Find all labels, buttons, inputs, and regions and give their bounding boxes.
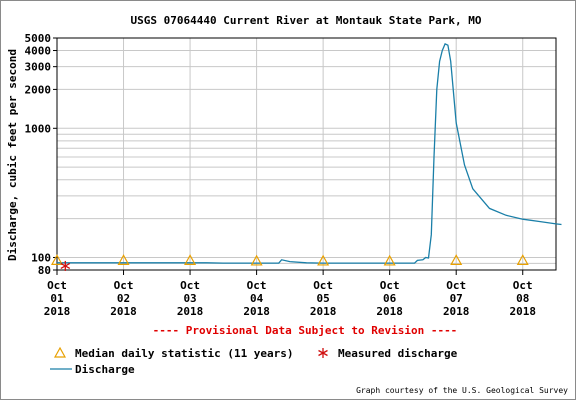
x-tick-label: Oct (313, 279, 333, 292)
x-tick-label: 05 (317, 292, 330, 305)
y-tick-label: 5000 (25, 32, 52, 45)
y-tick-label: 2000 (25, 83, 52, 96)
y-tick-label: 80 (38, 264, 51, 277)
measured-marker-stroke (60, 262, 71, 270)
credit-text: Graph courtesy of the U.S. Geological Su… (356, 386, 568, 395)
x-tick-label: 03 (183, 292, 196, 305)
y-tick-label: 100 (31, 251, 51, 264)
x-tick-label: 2018 (44, 305, 71, 318)
y-tick-label: 4000 (25, 45, 52, 58)
x-tick-label: Oct (47, 279, 67, 292)
legend-measured-marker (318, 348, 328, 358)
plot-area: 8010010002000300040005000Oct012018Oct022… (25, 32, 562, 318)
median-marker (516, 254, 529, 265)
median-marker (184, 254, 197, 265)
discharge-line (57, 43, 562, 264)
y-tick-label: 3000 (25, 61, 52, 74)
median-marker (117, 254, 130, 265)
median-marker (317, 254, 330, 266)
x-tick-label: 2018 (509, 305, 536, 318)
legend-label: Measured discharge (338, 347, 458, 360)
x-tick-label: 2018 (443, 305, 470, 318)
legend-label: Median daily statistic (11 years) (75, 347, 294, 360)
y-axis-label: Discharge, cubic feet per second (6, 49, 19, 261)
provisional-notice: ---- Provisional Data Subject to Revisio… (153, 324, 458, 337)
x-tick-label: 07 (450, 292, 463, 305)
x-tick-label: 08 (516, 292, 529, 305)
x-tick-label: 04 (250, 292, 264, 305)
x-tick-label: Oct (180, 279, 200, 292)
plot-border (56, 37, 557, 271)
chart-title: USGS 07064440 Current River at Montauk S… (131, 14, 482, 27)
legend-median-marker (53, 346, 67, 358)
x-tick-label: 01 (50, 292, 64, 305)
x-tick-label: Oct (114, 279, 134, 292)
y-tick-label: 1000 (25, 122, 52, 135)
measured-marker (60, 260, 71, 271)
x-tick-label: Oct (380, 279, 400, 292)
x-tick-label: 2018 (177, 305, 204, 318)
x-tick-label: Oct (446, 279, 466, 292)
legend-measured-stroke (318, 349, 328, 357)
x-tick-label: Oct (247, 279, 267, 292)
median-marker (250, 254, 263, 266)
legend: Median daily statistic (11 years) Measure… (50, 346, 458, 376)
median-marker (50, 254, 64, 265)
x-tick-label: 02 (117, 292, 130, 305)
x-tick-label: 06 (383, 292, 397, 305)
x-tick-label: 2018 (110, 305, 137, 318)
median-marker (383, 254, 396, 266)
median-marker (450, 254, 463, 265)
x-tick-label: 2018 (376, 305, 403, 318)
legend-label: Discharge (75, 363, 135, 376)
x-tick-label: 2018 (243, 305, 270, 318)
x-tick-label: 2018 (310, 305, 337, 318)
x-tick-label: Oct (513, 279, 533, 292)
